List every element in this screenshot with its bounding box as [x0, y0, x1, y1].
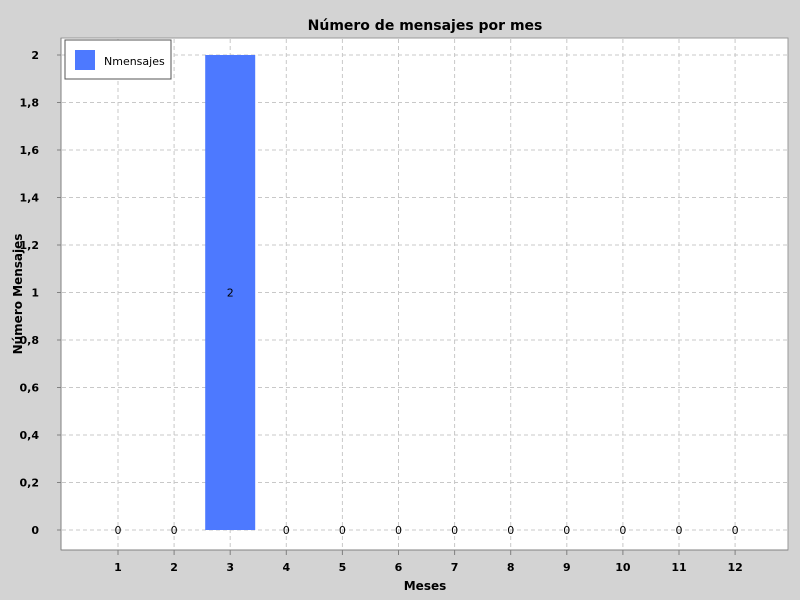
y-tick-label: 0,2 [20, 477, 40, 490]
data-label: 0 [171, 524, 178, 537]
data-label: 0 [732, 524, 739, 537]
plot-area [60, 37, 789, 551]
data-label: 0 [451, 524, 458, 537]
y-axis-ticks: 0 0,2 0,4 0,6 0,8 1 1,2 1,4 1,6 1,8 2 [20, 49, 61, 537]
x-tick-label: 4 [282, 561, 290, 574]
data-label: 0 [619, 524, 626, 537]
x-tick-label: 12 [727, 561, 742, 574]
x-tick-label: 8 [507, 561, 515, 574]
x-tick-label: 3 [226, 561, 234, 574]
data-label: 0 [339, 524, 346, 537]
x-tick-label: 7 [451, 561, 459, 574]
x-tick-label: 5 [339, 561, 347, 574]
data-label: 0 [676, 524, 683, 537]
data-label: 2 [227, 287, 234, 300]
y-tick-label: 0,8 [20, 334, 40, 347]
legend-label: Nmensajes [104, 55, 165, 68]
data-label: 0 [563, 524, 570, 537]
legend-swatch [75, 50, 95, 70]
bars [205, 55, 256, 530]
y-tick-label: 1,6 [20, 144, 40, 157]
y-tick-label: 1,2 [20, 239, 40, 252]
y-tick-label: 1 [31, 287, 39, 300]
x-tick-label: 6 [395, 561, 403, 574]
bar [205, 55, 256, 530]
x-tick-label: 2 [170, 561, 178, 574]
data-label: 0 [283, 524, 290, 537]
y-tick-label: 2 [31, 49, 39, 62]
chart-title: Número de mensajes por mes [308, 18, 543, 34]
y-tick-label: 1,8 [20, 97, 40, 110]
data-labels: 0 0 2 0 0 0 0 0 0 0 0 0 [115, 287, 739, 538]
data-label: 0 [115, 524, 122, 537]
axes [60, 38, 788, 551]
x-axis-ticks: 1 2 3 4 5 6 7 8 9 10 11 12 [114, 550, 743, 574]
x-axis-label: Meses [404, 579, 447, 593]
x-tick-label: 11 [671, 561, 686, 574]
y-tick-label: 0,6 [20, 382, 40, 395]
y-tick-label: 0,4 [20, 429, 40, 442]
y-tick-label: 1,4 [20, 192, 40, 205]
x-tick-label: 10 [615, 561, 631, 574]
x-tick-label: 9 [563, 561, 571, 574]
data-label: 0 [395, 524, 402, 537]
data-label: 0 [507, 524, 514, 537]
y-axis-label: Número Mensajes [11, 234, 25, 355]
y-tick-label: 0 [31, 524, 39, 537]
legend: Nmensajes [64, 39, 172, 80]
x-tick-label: 1 [114, 561, 122, 574]
